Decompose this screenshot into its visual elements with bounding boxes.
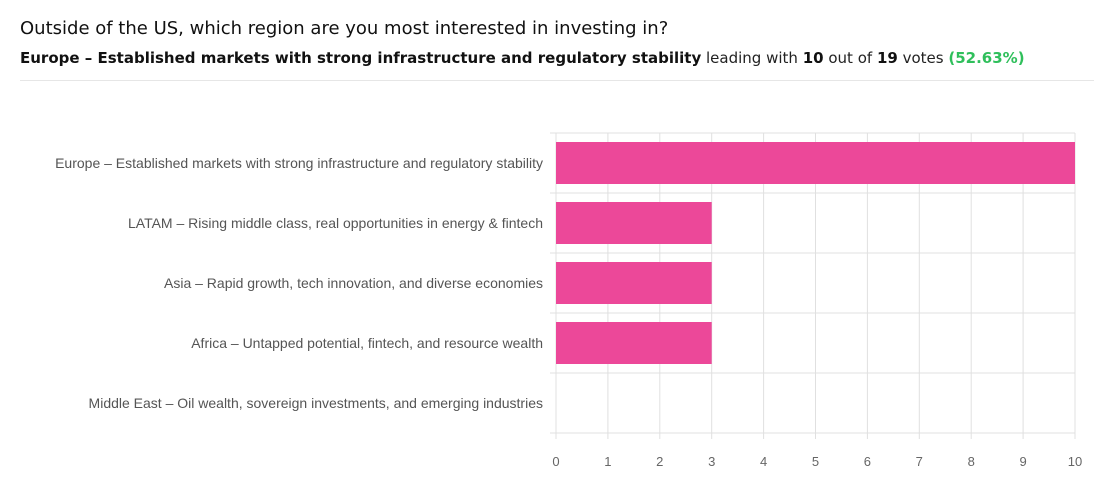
leader-option: Europe – Established markets with strong…: [20, 49, 702, 67]
x-tick-label: 3: [708, 454, 715, 469]
chart-bars: [556, 142, 1075, 364]
x-tick-label: 0: [552, 454, 559, 469]
category-label: Middle East – Oil wealth, sovereign inve…: [89, 395, 543, 411]
category-label: Asia – Rapid growth, tech innovation, an…: [164, 275, 543, 291]
x-tick-label: 7: [916, 454, 923, 469]
poll-summary: Europe – Established markets with strong…: [20, 49, 1025, 67]
bar-3[interactable]: [556, 262, 712, 304]
bar-4[interactable]: [556, 322, 712, 364]
leader-percent: (52.63%): [948, 49, 1025, 67]
x-tick-label: 10: [1068, 454, 1082, 469]
poll-question: Outside of the US, which region are you …: [20, 18, 669, 39]
x-tick-label: 1: [604, 454, 611, 469]
total-votes: 19: [876, 49, 898, 67]
category-label: Europe – Established markets with strong…: [55, 155, 543, 171]
x-tick-label: 5: [812, 454, 819, 469]
x-tick-label: 9: [1019, 454, 1026, 469]
chart-category-labels: Europe – Established markets with strong…: [55, 155, 543, 411]
leading-with-text: leading with: [706, 49, 798, 67]
out-of-text: out of: [828, 49, 873, 67]
x-tick-label: 8: [968, 454, 975, 469]
bar-1[interactable]: [556, 142, 1075, 184]
leader-votes: 10: [802, 49, 824, 67]
votes-word: votes: [902, 49, 944, 67]
category-label: LATAM – Rising middle class, real opport…: [128, 215, 543, 231]
bar-2[interactable]: [556, 202, 712, 244]
x-tick-label: 2: [656, 454, 663, 469]
x-tick-label: 6: [864, 454, 871, 469]
header-divider: [20, 80, 1094, 81]
chart-x-tick-labels: 0 1 2 3 4 5 6 7 8 9 10: [552, 454, 1082, 469]
x-tick-label: 4: [760, 454, 767, 469]
category-label: Africa – Untapped potential, fintech, an…: [191, 335, 543, 351]
